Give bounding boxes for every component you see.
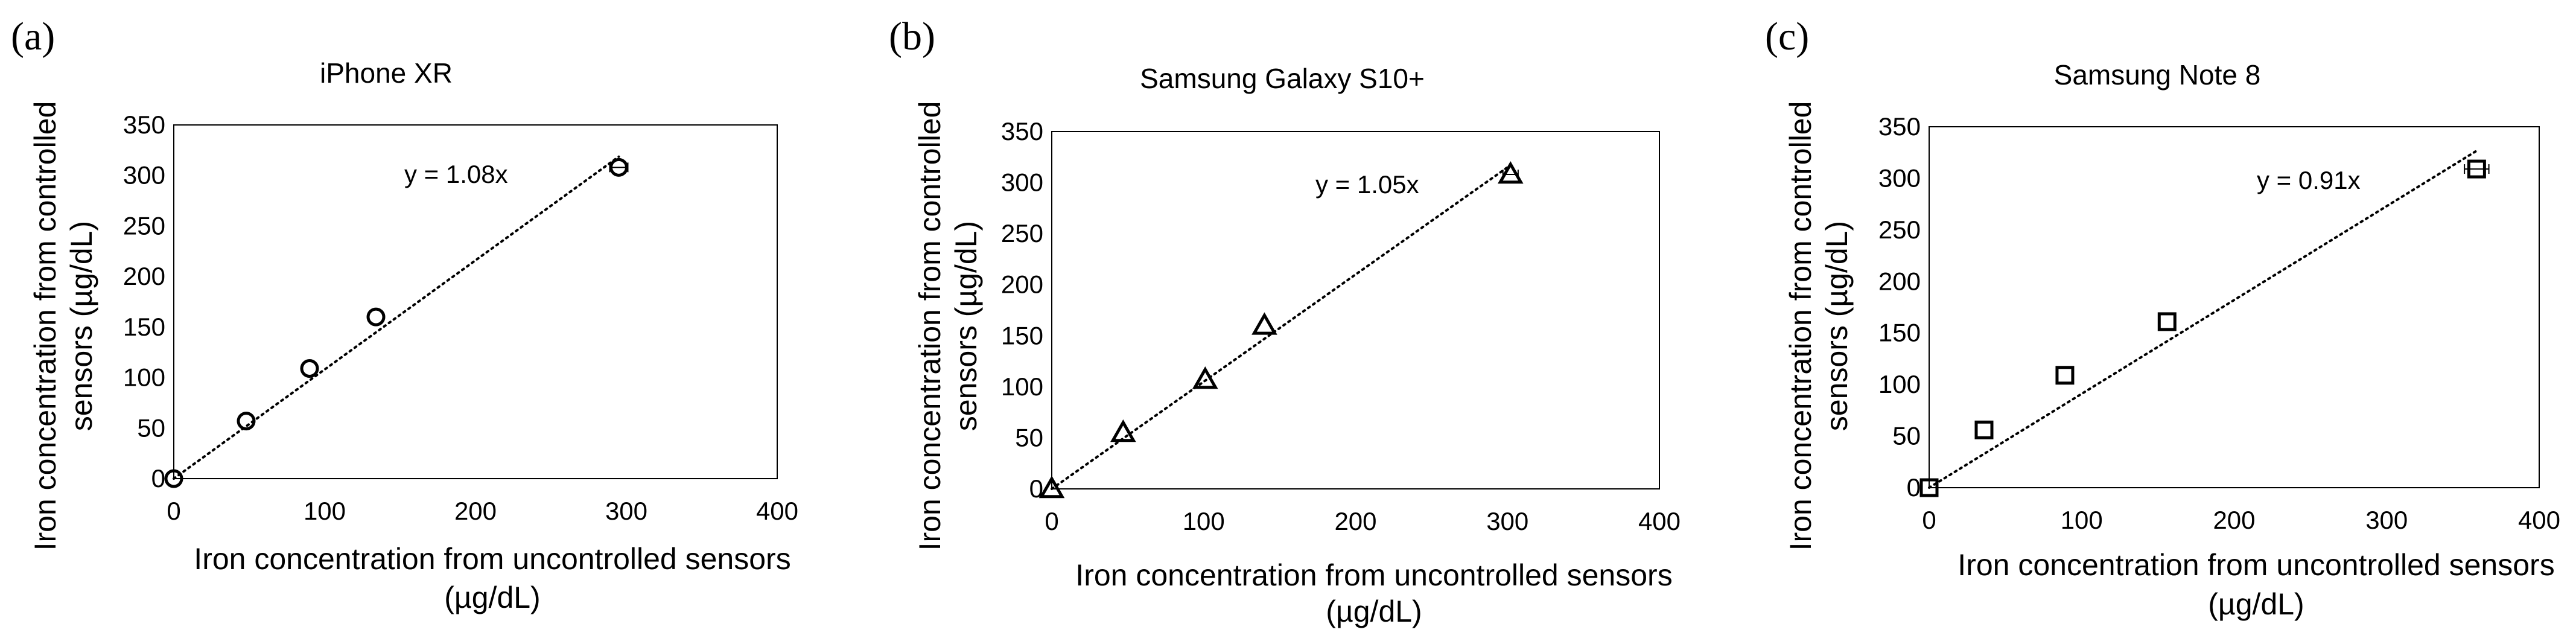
y-tick-label: 250 bbox=[123, 211, 165, 240]
data-point bbox=[237, 412, 256, 431]
y-axis-label-group: Iron concentration from controlled sensor… bbox=[913, 101, 983, 551]
x-tick-label: 400 bbox=[756, 497, 798, 525]
y-axis-label: Iron concentration from controlled bbox=[28, 101, 62, 551]
x-axis-label-unit: (µg/dL) bbox=[1326, 595, 1422, 628]
trendline-equation: y = 0.91x bbox=[2257, 166, 2361, 194]
data-point bbox=[1192, 366, 1218, 389]
y-tick-label: 50 bbox=[137, 413, 165, 442]
trendline-equation: y = 1.05x bbox=[1315, 170, 1419, 199]
y-axis-label-unit: sensors (µg/dL) bbox=[949, 221, 983, 431]
data-point bbox=[164, 469, 183, 488]
trendline bbox=[1928, 149, 2478, 489]
data-point bbox=[1110, 419, 1136, 442]
y-tick-label: 200 bbox=[1001, 270, 1043, 299]
y-axis-label-group: Iron concentration from controlled sensor… bbox=[28, 101, 98, 551]
y-axis-label-unit: sensors (µg/dL) bbox=[1820, 221, 1854, 431]
panel-label: (b) bbox=[889, 14, 935, 59]
x-axis-label: Iron concentration from uncontrolled sen… bbox=[1957, 548, 2554, 582]
plot-area bbox=[1051, 131, 1660, 489]
y-tick-label: 100 bbox=[1878, 370, 1921, 398]
chart-title: Samsung Note 8 bbox=[2054, 59, 2261, 91]
y-tick-label: 250 bbox=[1001, 219, 1043, 247]
data-point bbox=[1251, 312, 1277, 335]
x-tick-label: 100 bbox=[2061, 506, 2103, 534]
x-tick-label: 400 bbox=[1638, 507, 1681, 535]
chart-panel-3: (c) Samsung Note 8 0 50 100 150 200 250 300 350 0 1… bbox=[1765, 14, 2560, 621]
x-tick-label: 100 bbox=[1183, 507, 1225, 535]
y-tick-label: 100 bbox=[1001, 372, 1043, 401]
y-tick-label: 350 bbox=[123, 110, 165, 139]
data-point bbox=[2055, 366, 2075, 385]
y-tick-label: 350 bbox=[1878, 112, 1921, 141]
chart-title: iPhone XR bbox=[320, 57, 453, 89]
y-tick-label: 100 bbox=[123, 363, 165, 392]
y-axis-label: Iron concentration from controlled bbox=[913, 101, 947, 551]
data-point bbox=[2467, 159, 2486, 179]
x-tick-label: 300 bbox=[605, 497, 647, 525]
data-point bbox=[1919, 478, 1939, 497]
data-point bbox=[2157, 312, 2177, 331]
y-tick-label: 0 bbox=[1029, 474, 1043, 503]
y-tick-label: 150 bbox=[1001, 321, 1043, 349]
data-point bbox=[609, 158, 628, 177]
x-tick-label: 200 bbox=[2213, 506, 2255, 534]
y-axis-label: Iron concentration from controlled bbox=[1784, 101, 1818, 551]
trendline bbox=[173, 155, 620, 480]
x-tick-label: 0 bbox=[167, 497, 180, 525]
y-tick-label: 250 bbox=[1878, 215, 1921, 244]
x-tick-label: 200 bbox=[1334, 507, 1376, 535]
y-tick-label: 150 bbox=[123, 313, 165, 341]
chart-panel-1: (a) iPhone XR 0 50 100 150 200 250 300 350 0 100 200… bbox=[11, 14, 798, 614]
chart-panel-2: (b) Samsung Galaxy S10+ 0 50 100 150 200 250 300… bbox=[889, 14, 1681, 628]
plot-area bbox=[1929, 126, 2540, 488]
panel-label: (c) bbox=[1765, 14, 1809, 59]
y-axis-label-group: Iron concentration from controlled sensor… bbox=[1784, 101, 1854, 551]
data-point bbox=[1497, 161, 1524, 184]
x-axis-label-unit: (µg/dL) bbox=[444, 581, 540, 614]
data-point bbox=[366, 307, 386, 327]
y-tick-label: 50 bbox=[1892, 422, 1921, 450]
trendline-equation: y = 1.08x bbox=[404, 160, 508, 188]
data-point bbox=[1974, 420, 1994, 439]
x-axis-label: Iron concentration from uncontrolled sen… bbox=[1075, 558, 1672, 592]
panel-label: (a) bbox=[11, 14, 55, 59]
y-tick-label: 200 bbox=[1878, 267, 1921, 295]
x-tick-label: 300 bbox=[1486, 507, 1528, 535]
x-tick-label: 0 bbox=[1045, 507, 1058, 535]
y-tick-label: 300 bbox=[123, 161, 165, 190]
x-axis-label: Iron concentration from uncontrolled sen… bbox=[194, 542, 790, 576]
y-tick-label: 0 bbox=[1907, 473, 1921, 502]
x-tick-label: 400 bbox=[2518, 506, 2560, 534]
x-tick-label: 300 bbox=[2365, 506, 2408, 534]
y-tick-label: 300 bbox=[1001, 168, 1043, 197]
x-tick-label: 200 bbox=[454, 497, 497, 525]
plot-area bbox=[173, 124, 778, 479]
y-tick-label: 0 bbox=[151, 464, 165, 493]
y-tick-label: 200 bbox=[123, 262, 165, 290]
x-axis-label-unit: (µg/dL) bbox=[2208, 587, 2304, 621]
y-tick-label: 50 bbox=[1015, 423, 1043, 451]
data-point bbox=[300, 359, 319, 378]
chart-title: Samsung Galaxy S10+ bbox=[1140, 63, 1425, 94]
y-tick-label: 350 bbox=[1001, 117, 1043, 145]
y-tick-label: 300 bbox=[1878, 164, 1921, 192]
y-axis-label-unit: sensors (µg/dL) bbox=[65, 221, 98, 431]
data-point bbox=[1038, 475, 1065, 499]
y-tick-label: 150 bbox=[1878, 319, 1921, 347]
x-tick-label: 100 bbox=[304, 497, 346, 525]
x-tick-label: 0 bbox=[1922, 506, 1936, 534]
